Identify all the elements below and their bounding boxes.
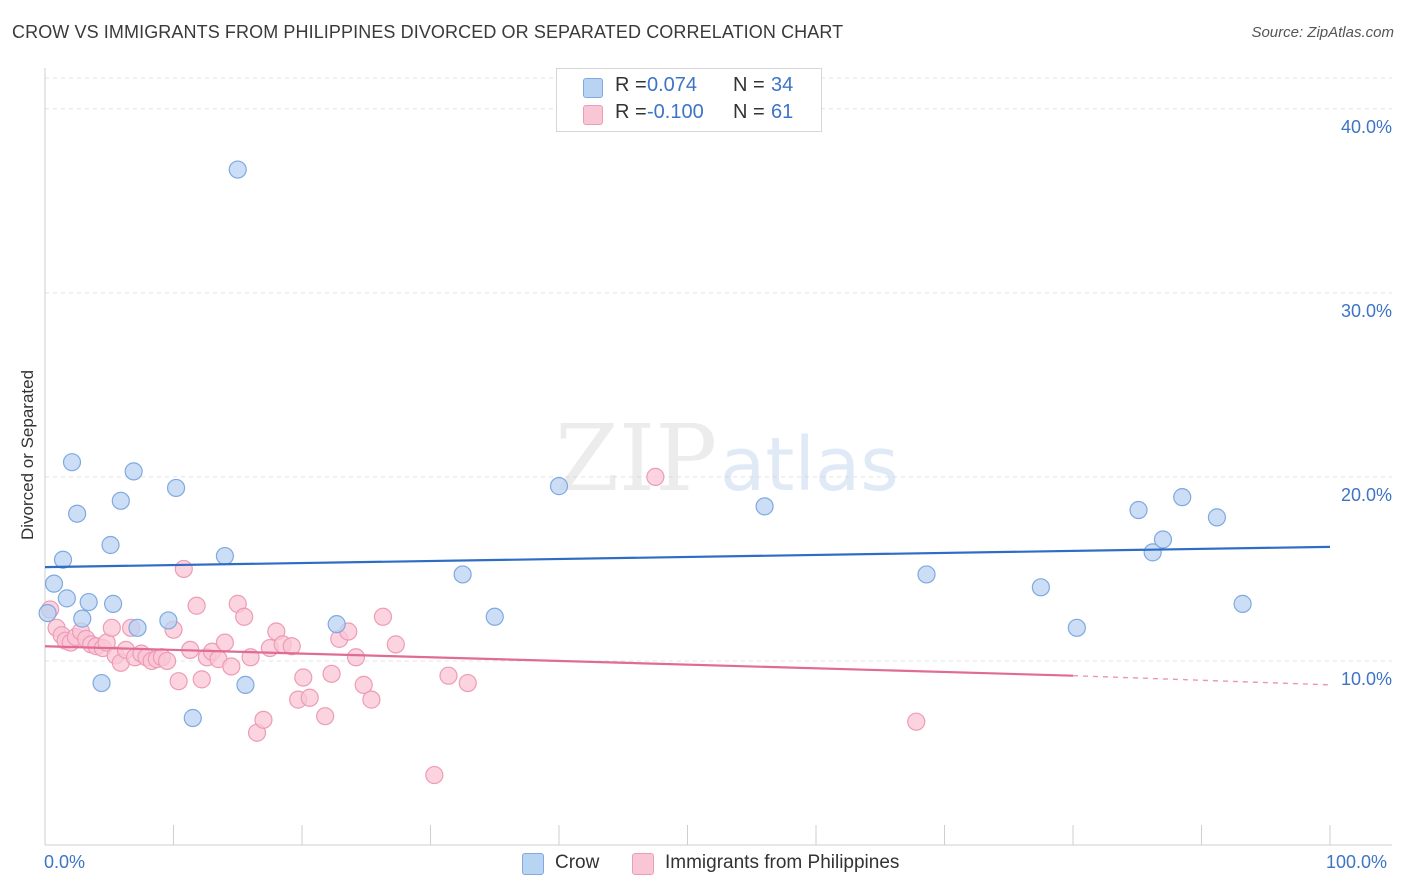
- crow-point-13: [128, 618, 147, 637]
- legend-row-philippines: R = -0.100 N = 61: [557, 101, 821, 127]
- legend-r-label: R =: [615, 101, 647, 123]
- philippines-point-46: [300, 688, 319, 707]
- philippines-point-54: [373, 607, 393, 626]
- philippines-point-59: [646, 467, 665, 487]
- philippines-point-52: [354, 675, 373, 694]
- crow-point-12: [124, 462, 143, 481]
- crow-point-22: [485, 607, 504, 626]
- watermark-zip: ZIP: [555, 405, 717, 512]
- bottom-legend-crow: Crow: [555, 852, 600, 873]
- philippines-point-55: [386, 635, 405, 654]
- crow-point-1: [44, 574, 64, 593]
- crow-point-20: [327, 615, 346, 634]
- philippines-point-39: [254, 710, 273, 729]
- crow-point-18: [228, 160, 247, 179]
- crow-point-6: [73, 609, 92, 628]
- crow-point-33: [1233, 594, 1252, 613]
- crow-point-30: [1153, 530, 1173, 549]
- philippines-point-58: [458, 673, 477, 693]
- philippines-point-60: [907, 712, 926, 731]
- legend-r-value: 0.074: [647, 74, 698, 96]
- trend-lines: [44, 545, 1331, 686]
- legend-row-crow: R = 0.074 N = 34: [557, 74, 821, 100]
- philippines-point-25: [169, 672, 188, 691]
- philippines-point-12: [102, 618, 121, 637]
- legend-n-value: 34: [771, 74, 794, 96]
- philippines-point-34: [222, 657, 241, 676]
- philippines-point-28: [187, 596, 206, 615]
- x-tick-label-max: 100.0%: [1326, 852, 1388, 872]
- y-tick-label-30: 30.0%: [1341, 301, 1392, 321]
- philippines-point-56: [425, 765, 444, 785]
- legend-n-value: 61: [771, 101, 794, 123]
- crow-point-23: [549, 477, 569, 496]
- legend: R = 0.074 N = 34 R = -0.100 N = 61: [556, 68, 822, 132]
- bottom-legend-swatch-crow: [522, 853, 544, 875]
- crow-point-28: [1129, 500, 1148, 520]
- watermark-atlas: atlas: [720, 422, 899, 508]
- philippines-point-26: [174, 559, 193, 579]
- philippines-point-23: [157, 651, 177, 671]
- chart-title: CROW VS IMMIGRANTS FROM PHILIPPINES DIVO…: [12, 22, 844, 42]
- legend-r-label: R =: [615, 74, 647, 96]
- philippines-trend-extension: [1072, 674, 1331, 686]
- crow-point-2: [53, 550, 73, 569]
- crow-point-19: [236, 675, 255, 694]
- source-label: Source: ZipAtlas.com: [1251, 24, 1394, 41]
- bottom-legend: Crow Immigrants from Philippines: [522, 852, 922, 878]
- crow-point-15: [166, 478, 186, 498]
- philippines-point-48: [322, 664, 341, 683]
- philippines-point-53: [362, 690, 381, 709]
- philippines-point-36: [235, 607, 254, 626]
- philippines-point-45: [294, 668, 313, 687]
- y-tick-labels: 10.0% 20.0% 30.0% 40.0%: [1341, 117, 1392, 689]
- y-tick-label-40: 40.0%: [1341, 117, 1392, 137]
- y-axis-label: Divorced or Separated: [18, 369, 37, 541]
- bottom-legend-swatch-philippines: [632, 853, 654, 875]
- philippines-point-57: [439, 666, 458, 685]
- crow-trend-line: [44, 545, 1331, 569]
- y-tick-label-20: 20.0%: [1341, 485, 1392, 505]
- grid-lines: [45, 77, 1392, 662]
- crow-point-3: [57, 589, 76, 608]
- philippines-point-43: [282, 637, 301, 656]
- crow-point-9: [101, 535, 120, 555]
- axes: [44, 68, 1392, 846]
- crow-point-31: [1173, 488, 1192, 507]
- philippines-point-51: [346, 648, 366, 667]
- x-tick-label-min: 0.0%: [44, 852, 86, 872]
- crow-point-24: [755, 497, 774, 516]
- crow-point-25: [917, 565, 936, 584]
- crow-point-21: [453, 565, 472, 584]
- crow-point-27: [1067, 618, 1086, 637]
- philippines-point-33: [215, 633, 234, 652]
- legend-r-value: -0.100: [647, 101, 704, 123]
- watermark: ZIP atlas: [555, 405, 899, 512]
- crow-point-4: [62, 453, 82, 472]
- crow-point-10: [104, 594, 123, 613]
- legend-swatch-crow: [583, 78, 603, 98]
- legend-n-label: N =: [733, 101, 765, 123]
- philippines-point-47: [316, 707, 335, 726]
- y-tick-label-10: 10.0%: [1341, 669, 1392, 689]
- philippines-point-29: [192, 670, 211, 689]
- legend-n-label: N =: [733, 74, 765, 96]
- crow-point-29: [1143, 543, 1162, 562]
- philippines-trend-line: [44, 645, 1074, 677]
- crow-point-5: [68, 504, 87, 523]
- crow-point-26: [1031, 578, 1050, 597]
- crow-points: [38, 160, 1252, 728]
- crow-point-7: [79, 592, 98, 612]
- crow-point-16: [183, 708, 202, 728]
- crow-point-8: [92, 673, 111, 693]
- crow-point-11: [111, 491, 130, 510]
- crow-point-0: [38, 603, 57, 623]
- crow-point-17: [215, 546, 234, 566]
- crow-point-14: [159, 611, 178, 630]
- bottom-legend-philippines: Immigrants from Philippines: [665, 852, 900, 873]
- legend-swatch-philippines: [583, 105, 603, 125]
- crow-point-32: [1207, 508, 1227, 527]
